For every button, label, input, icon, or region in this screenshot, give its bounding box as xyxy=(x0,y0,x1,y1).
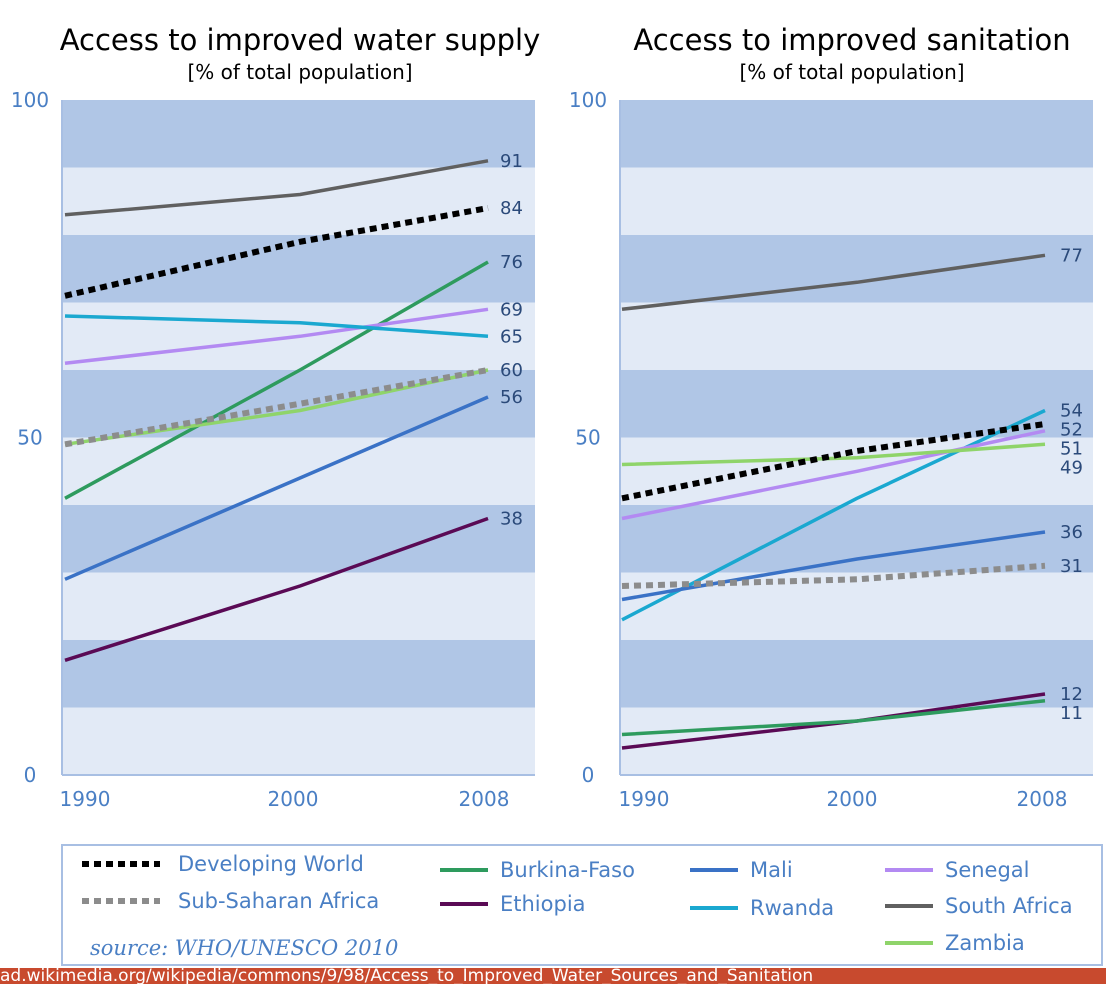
series-line-ethiopia xyxy=(64,516,489,662)
end-value-label: 51 xyxy=(1060,439,1083,460)
legend-label: Mali xyxy=(750,858,793,882)
background-band xyxy=(62,505,535,573)
series-line-sub-saharan-africa xyxy=(621,562,1046,589)
source-note: source: WHO/UNESCO 2010 xyxy=(90,936,398,960)
legend-item-developing-world: Developing World xyxy=(82,852,364,876)
legend-item-mali: Mali xyxy=(690,858,793,882)
legend-item-burkina-faso: Burkina-Faso xyxy=(440,858,635,882)
background-band xyxy=(620,100,1093,168)
y-tick-label: 0 xyxy=(582,763,595,787)
chart-title: Access to improved water supply xyxy=(60,23,541,57)
y-tick-label: 50 xyxy=(575,426,600,450)
series-line-south-africa xyxy=(621,253,1046,312)
series-line-developing-world xyxy=(621,421,1046,502)
legend-label: Sub-Saharan Africa xyxy=(178,889,379,913)
end-value-label: 56 xyxy=(500,387,523,408)
series-line-rwanda xyxy=(64,314,489,339)
chart-subtitle: [% of total population] xyxy=(187,60,412,84)
end-value-label: 38 xyxy=(500,509,523,530)
legend-label: Ethiopia xyxy=(500,892,586,916)
series-line-senegal xyxy=(621,429,1046,521)
end-value-label: 65 xyxy=(500,326,523,347)
x-tick-label: 2000 xyxy=(827,787,878,811)
series-line-burkina-faso xyxy=(64,260,489,500)
legend: Developing World Sub-Saharan Africa Burkin… xyxy=(61,844,1103,966)
series-line-sub-saharan-africa xyxy=(64,367,489,448)
end-value-label: 31 xyxy=(1060,556,1083,577)
legend-item-senegal: Senegal xyxy=(885,858,1030,882)
series-line-south-africa xyxy=(64,159,489,217)
legend-label: Developing World xyxy=(178,852,364,876)
legend-label: South Africa xyxy=(945,894,1073,918)
end-value-label: 52 xyxy=(1060,420,1083,441)
legend-label: Zambia xyxy=(945,931,1025,955)
series-line-mali xyxy=(64,395,489,581)
legend-item-zambia: Zambia xyxy=(885,931,1025,955)
end-value-label: 12 xyxy=(1060,684,1083,705)
sanitation-chart: Access to improved sanitation [% of tota… xyxy=(569,23,1093,811)
background-band xyxy=(620,370,1093,438)
background-band xyxy=(62,437,535,505)
y-tick-label: 100 xyxy=(569,88,607,112)
background-band xyxy=(62,370,535,438)
series-line-rwanda xyxy=(621,408,1046,622)
end-value-label: 60 xyxy=(500,360,523,381)
y-tick-label: 50 xyxy=(17,426,42,450)
legend-item-rwanda: Rwanda xyxy=(690,896,834,920)
end-value-label: 76 xyxy=(500,252,523,273)
end-value-label: 11 xyxy=(1060,703,1083,724)
legend-label: Senegal xyxy=(945,858,1030,882)
y-tick-label: 0 xyxy=(24,763,37,787)
series-line-developing-world xyxy=(64,205,489,299)
background-band xyxy=(620,640,1093,708)
background-band xyxy=(620,302,1093,370)
end-value-label: 84 xyxy=(500,198,523,219)
series-line-senegal xyxy=(64,307,489,366)
x-tick-label: 1990 xyxy=(619,787,670,811)
water-supply-chart: Access to improved water supply [% of to… xyxy=(11,23,540,811)
background-band xyxy=(62,572,535,640)
legend-label: Rwanda xyxy=(750,896,834,920)
end-value-label: 36 xyxy=(1060,522,1083,543)
background-band xyxy=(62,167,535,235)
end-value-label: 69 xyxy=(500,299,523,320)
end-value-label: 77 xyxy=(1060,245,1083,266)
background-band xyxy=(620,505,1093,573)
chart-subtitle: [% of total population] xyxy=(739,60,964,84)
legend-item-sub-saharan-africa: Sub-Saharan Africa xyxy=(82,889,379,913)
y-tick-label: 100 xyxy=(11,88,49,112)
url-bar: ad.wikimedia.org/wikipedia/commons/9/98/… xyxy=(0,968,1106,984)
chart-title: Access to improved sanitation xyxy=(633,23,1070,57)
background-band xyxy=(620,707,1093,775)
series-line-zambia xyxy=(621,442,1046,467)
end-value-label: 49 xyxy=(1060,458,1083,479)
x-tick-label: 2008 xyxy=(459,787,510,811)
series-line-burkina-faso xyxy=(621,699,1046,737)
background-band xyxy=(62,235,535,303)
end-value-label: 54 xyxy=(1060,401,1083,422)
x-tick-label: 1990 xyxy=(60,787,111,811)
x-tick-label: 2008 xyxy=(1017,787,1068,811)
background-band xyxy=(620,235,1093,303)
background-band xyxy=(620,167,1093,235)
x-tick-label: 2000 xyxy=(268,787,319,811)
background-band xyxy=(62,707,535,775)
background-band xyxy=(62,100,535,168)
legend-label: Burkina-Faso xyxy=(500,858,635,882)
legend-item-ethiopia: Ethiopia xyxy=(440,892,586,916)
end-value-label: 91 xyxy=(500,151,523,172)
background-band xyxy=(62,640,535,708)
legend-item-south-africa: South Africa xyxy=(885,894,1073,918)
